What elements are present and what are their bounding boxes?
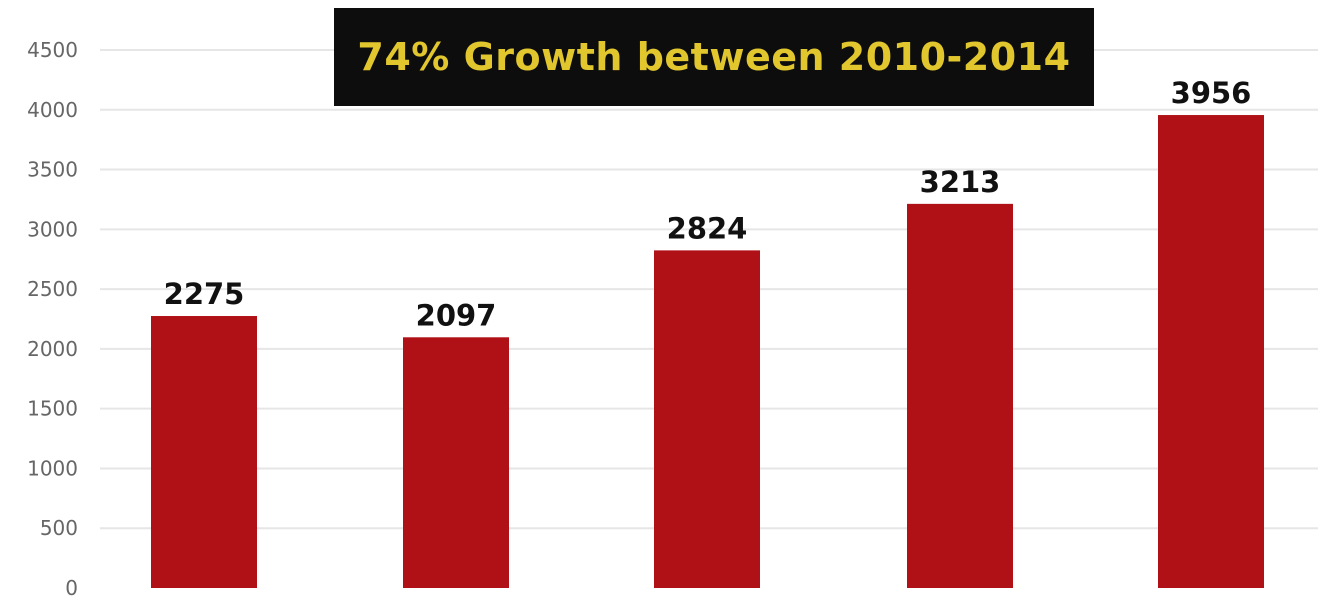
y-tick-label: 4000: [27, 98, 78, 122]
bar-value-label: 2824: [667, 211, 748, 245]
chart-title: 74% Growth between 2010-2014: [357, 35, 1071, 79]
y-tick-label: 2000: [27, 337, 78, 361]
bar: [151, 316, 257, 588]
y-tick-label: 1500: [27, 397, 78, 421]
y-tick-label: 2500: [27, 277, 78, 301]
y-tick-label: 500: [40, 516, 78, 540]
y-tick-label: 4500: [27, 38, 78, 62]
bar: [907, 203, 1013, 589]
bar-value-label: 3956: [1171, 76, 1252, 110]
chart-title-banner: 74% Growth between 2010-2014: [334, 8, 1094, 106]
bar: [1158, 115, 1264, 589]
y-axis-tick-labels: 0 500 1000 1500 2000 2500 3000 3500 4000 4500: [27, 38, 78, 600]
y-tick-label: 1000: [27, 456, 78, 480]
bar: [654, 250, 760, 588]
bar-value-label: 3213: [920, 165, 1001, 199]
y-tick-label: 3000: [27, 217, 78, 241]
bar-value-label: 2097: [416, 298, 497, 332]
y-tick-label: 0: [65, 576, 78, 600]
bar: [403, 337, 509, 588]
y-tick-label: 3500: [27, 158, 78, 182]
bar-value-label: 2275: [164, 277, 245, 311]
bars: [151, 115, 1264, 589]
data-labels: 2275 2097 2824 3213 3956: [164, 76, 1252, 332]
